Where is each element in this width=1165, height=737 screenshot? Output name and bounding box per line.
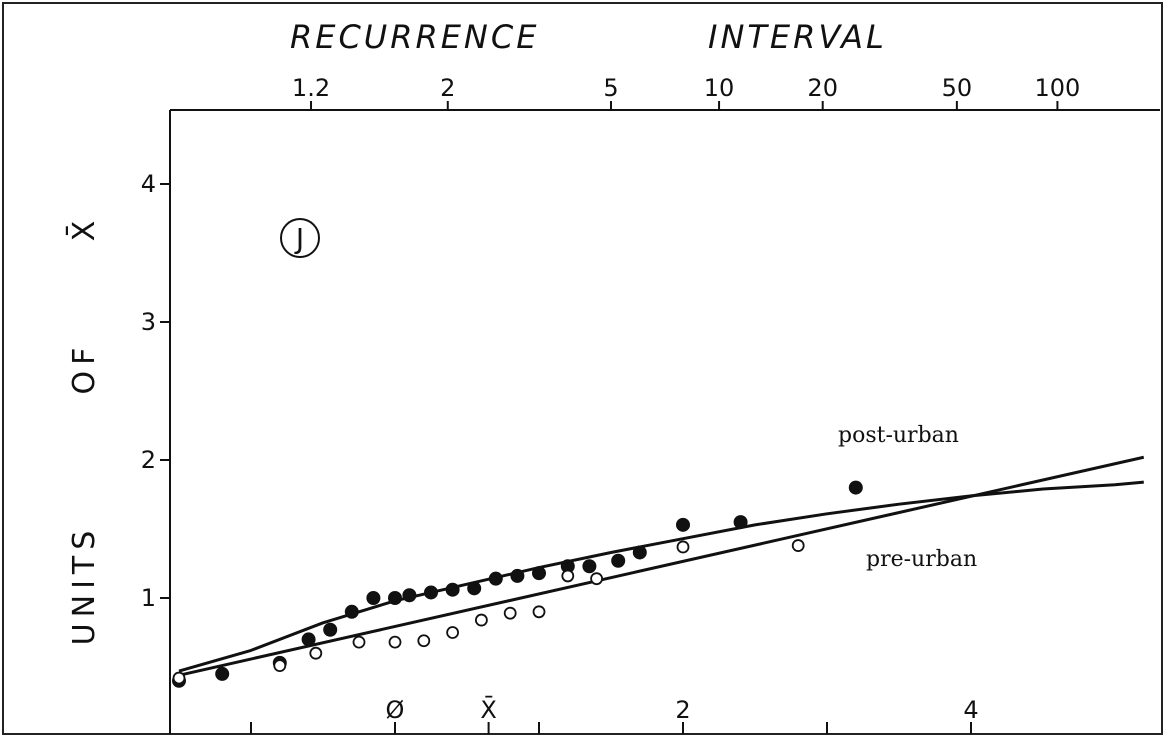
top-axis-title-interval: INTERVAL <box>708 18 887 56</box>
bottom-axis-ticks: Ø X̄ 2 4 <box>250 695 979 734</box>
y-axis-label-of: OF <box>67 342 102 395</box>
top-tick-label: 1.2 <box>292 74 330 102</box>
y-axis-label-xbar: X̄ <box>66 215 102 242</box>
pre-urban-point <box>273 659 287 673</box>
pre-urban-point <box>503 606 517 620</box>
post-urban-point <box>582 559 597 574</box>
data-points <box>172 480 863 688</box>
pre-urban-point <box>590 572 603 586</box>
pre-urban-point <box>352 635 366 649</box>
bottom-tick-label: 4 <box>963 696 978 724</box>
post-urban-point <box>301 632 316 647</box>
bottom-tick-label: Ø <box>386 696 405 724</box>
top-tick-label: 100 <box>1035 74 1081 102</box>
top-tick-label: 50 <box>942 74 973 102</box>
post-urban-point <box>402 588 417 603</box>
y-axis-label-units: UNITS <box>67 525 102 646</box>
top-tick-label: 10 <box>704 74 735 102</box>
post-urban-point <box>676 517 690 532</box>
post-urban-point <box>366 591 381 605</box>
panel-label: J <box>280 218 320 258</box>
top-tick-label: 5 <box>603 74 618 102</box>
pre-urban-point <box>388 635 402 649</box>
plot-frame <box>169 109 1160 734</box>
post-urban-point <box>510 568 525 583</box>
pre-urban-point <box>446 626 460 639</box>
post-urban-point <box>848 480 863 495</box>
post-urban-point <box>632 545 647 560</box>
y-tick-label: 3 <box>141 308 156 336</box>
post-urban-point <box>344 604 359 619</box>
pre-urban-point <box>172 671 186 685</box>
post-urban-point <box>445 582 460 597</box>
y-tick-label: 4 <box>141 170 156 198</box>
bottom-tick-label: X̄ <box>480 695 496 724</box>
pre-urban-label: pre-urban <box>866 547 977 572</box>
panel-label-text: J <box>294 222 304 255</box>
y-axis-label: UNITS OF X̄ <box>66 215 102 646</box>
y-axis-ticks: 1 2 3 4 <box>141 170 170 612</box>
post-urban-point <box>611 553 626 568</box>
bottom-tick-label: 2 <box>675 696 690 724</box>
pre-urban-point <box>474 613 488 627</box>
pre-urban-point <box>676 540 690 554</box>
top-tick-label: 20 <box>807 74 838 102</box>
fit-lines <box>178 455 1145 677</box>
post-urban-point <box>323 622 338 637</box>
y-tick-label: 2 <box>141 446 156 474</box>
post-urban-point <box>733 515 748 530</box>
post-urban-label: post-urban <box>838 423 959 448</box>
top-axis-ticks: 1.2 2 5 10 20 50 100 <box>292 74 1080 110</box>
post-urban-point <box>532 566 546 581</box>
pre-urban-point <box>417 634 431 648</box>
pre-urban-point <box>791 539 805 552</box>
top-axis-title-recurrence: RECURRENCE <box>290 18 539 56</box>
post-urban-point <box>424 585 438 600</box>
top-tick-label: 2 <box>440 74 455 102</box>
pre-urban-point <box>561 569 575 583</box>
pre-urban-fit-line <box>178 455 1145 677</box>
post-urban-point <box>215 666 230 681</box>
y-tick-label: 1 <box>141 584 156 612</box>
pre-urban-point <box>532 605 546 619</box>
pre-urban-point <box>309 646 323 660</box>
post-urban-point <box>388 591 402 605</box>
post-urban-point <box>467 581 482 596</box>
post-urban-point <box>488 571 503 586</box>
panel-label-circle <box>280 218 320 258</box>
